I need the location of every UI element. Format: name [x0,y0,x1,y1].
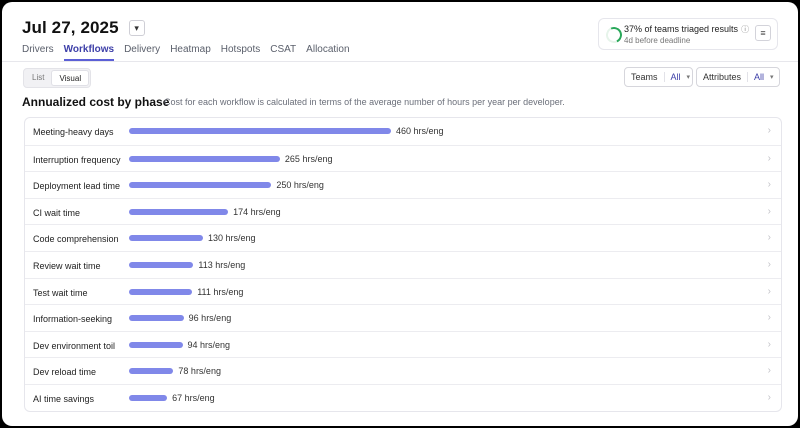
info-icon[interactable]: ⓘ [741,25,750,34]
tab-delivery[interactable]: Delivery [124,44,161,55]
list-item[interactable]: Test wait time 111 hrs/eng › [25,277,781,306]
workflow-cost-list: Meeting-heavy days 460 hrs/eng › Interrupti… [24,117,782,412]
bar-value-label: 265 hrs/eng [284,153,333,164]
row-label: Dev reload time [33,367,97,378]
triage-status-card[interactable]: 37% of teams triaged results ⓘ 4d before … [598,18,778,50]
chevron-right-icon[interactable]: › [767,312,771,324]
bar [129,128,391,134]
chevron-right-icon[interactable]: › [767,205,771,217]
tab-allocation[interactable]: Allocation [306,44,350,55]
date-selector: Jul 27, 2025 ▾ [22,18,145,38]
bar-value-label: 460 hrs/eng [396,126,444,136]
row-label: CI wait time [33,207,81,218]
chevron-right-icon[interactable]: › [767,338,771,350]
bar [129,155,280,162]
list-item[interactable]: Review wait time 113 hrs/eng › [25,251,781,279]
section-description: Cost for each workflow is calculated in … [164,97,565,107]
row-label: Dev environment toil [33,340,116,351]
bar-value-label: 67 hrs/eng [172,393,215,403]
toggle-list[interactable]: List [32,73,45,82]
bar [129,341,183,348]
tab-workflows[interactable]: Workflows [63,44,115,61]
chevron-right-icon[interactable]: › [767,285,771,297]
date-title: Jul 27, 2025 [22,18,119,37]
tab-drivers[interactable]: Drivers [22,44,54,55]
bar-value-label: 96 hrs/eng [188,313,232,324]
chevron-down-icon: ▾ [770,74,774,81]
tab-csat[interactable]: CSAT [270,44,297,55]
row-label: Review wait time [33,261,101,271]
bar [129,288,193,295]
chevron-right-icon[interactable]: › [767,259,771,270]
chevron-down-icon[interactable]: ▾ [128,20,145,36]
list-item[interactable]: Dev environment toil 94 hrs/eng › [25,330,781,359]
chevron-right-icon[interactable]: › [767,152,771,164]
list-item[interactable]: Code comprehension 130 hrs/eng › [25,224,781,252]
chevron-down-icon: ▾ [686,74,691,81]
bar [129,182,272,189]
bar [129,368,174,375]
attributes-filter-value: All [754,72,765,82]
chevron-right-icon[interactable]: › [767,232,771,244]
tab-hotspots[interactable]: Hotspots [220,44,261,55]
row-label: Deployment lead time [33,181,121,192]
list-item[interactable]: Interruption frequency 265 hrs/eng › [25,144,781,173]
tab-bar: Drivers Workflows Delivery Heatmap Hotspots C… [22,44,360,61]
toggle-visual[interactable]: Visual [51,70,90,86]
chevron-right-icon[interactable]: › [767,179,771,191]
progress-ring-icon [603,24,625,46]
row-label: AI time savings [33,394,95,404]
chevron-right-icon[interactable]: › [767,125,771,136]
bar-value-label: 94 hrs/eng [187,339,231,350]
list-item[interactable]: Information-seeking 96 hrs/eng › [25,304,781,332]
teams-filter-value: All [670,72,681,82]
bar-value-label: 250 hrs/eng [276,180,324,191]
divider [2,61,798,62]
section-title: Annualized cost by phase [22,95,170,109]
bar [129,315,184,322]
bar [129,208,229,215]
list-item[interactable]: Deployment lead time 250 hrs/eng › [25,171,781,199]
row-label: Information-seeking [33,314,113,325]
triage-status-text: 37% of teams triaged results [624,24,739,34]
bar-value-label: 174 hrs/eng [233,206,281,217]
bar [129,395,168,401]
row-label: Code comprehension [33,234,119,245]
list-item[interactable]: Dev reload time 78 hrs/eng › [25,357,781,385]
chevron-right-icon[interactable]: › [767,365,771,377]
bar [129,235,204,242]
bar-value-label: 78 hrs/eng [178,366,221,377]
row-label: Meeting-heavy days [33,127,114,137]
view-toggle: List Visual [23,68,92,88]
list-item[interactable]: AI time savings 67 hrs/eng › [25,384,781,411]
row-label: Test wait time [33,287,88,298]
menu-icon[interactable]: ≡ [755,25,771,41]
chevron-right-icon[interactable]: › [767,392,771,403]
attributes-filter[interactable]: Attributes All ▾ [696,67,780,87]
teams-filter[interactable]: Teams All ▾ [624,67,693,87]
bar [129,262,194,268]
triage-deadline-text: 4d before deadline [624,36,691,45]
teams-filter-label: Teams [625,72,665,82]
bar-value-label: 111 hrs/eng [197,286,244,297]
attributes-filter-label: Attributes [697,72,749,82]
bar-value-label: 130 hrs/eng [208,233,256,244]
list-item[interactable]: CI wait time 174 hrs/eng › [25,197,781,226]
tab-heatmap[interactable]: Heatmap [170,44,211,55]
bar-value-label: 113 hrs/eng [198,260,246,270]
row-label: Interruption frequency [33,154,121,165]
list-item[interactable]: Meeting-heavy days 460 hrs/eng › [25,118,781,145]
